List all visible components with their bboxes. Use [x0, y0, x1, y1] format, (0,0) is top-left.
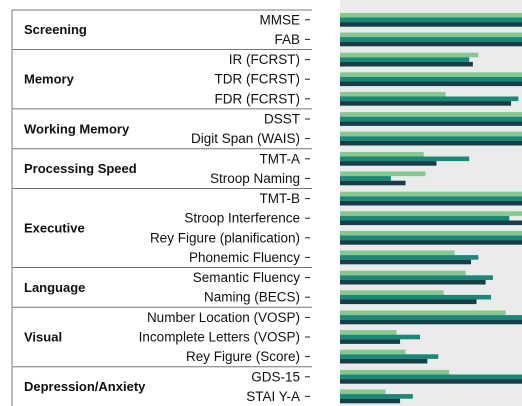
bar — [340, 349, 406, 355]
bar — [340, 140, 522, 146]
bar — [340, 339, 401, 344]
bar — [340, 171, 426, 177]
test-label: Rey Figure (planification) — [150, 230, 300, 245]
bar — [340, 121, 522, 126]
bar — [340, 41, 522, 47]
domain-label: Executive — [24, 221, 85, 236]
test-label: Stroop Naming — [210, 171, 300, 186]
bar — [340, 61, 473, 67]
bar — [340, 230, 522, 236]
bar — [340, 52, 479, 58]
bar — [340, 394, 413, 399]
bar — [340, 191, 522, 197]
bar — [340, 235, 522, 241]
bar — [340, 176, 391, 181]
bar — [340, 112, 522, 117]
bar — [340, 211, 522, 216]
bar — [340, 319, 522, 325]
test-label: Number Location (VOSP) — [147, 310, 300, 325]
bar — [340, 101, 512, 106]
bar — [340, 334, 421, 340]
test-label: Rey Figure (Score) — [186, 349, 300, 364]
test-label: Phonemic Fluency — [189, 250, 300, 265]
bar — [340, 215, 510, 221]
bar — [340, 72, 522, 77]
test-label: TMT-B — [260, 191, 301, 206]
test-label: TDR (FCRST) — [215, 72, 300, 87]
bar — [340, 315, 522, 320]
bar — [340, 369, 450, 375]
test-label: DSST — [264, 112, 300, 127]
test-label: MMSE — [260, 12, 301, 27]
test-label: Semantic Fluency — [193, 270, 301, 285]
test-label: Stroop Interference — [184, 211, 300, 226]
bar — [340, 279, 486, 285]
bar — [340, 180, 406, 186]
bar — [340, 310, 506, 316]
test-label: Incomplete Letters (VOSP) — [139, 330, 300, 345]
bar — [340, 330, 397, 335]
bar — [340, 17, 522, 23]
bar — [340, 32, 522, 38]
bar — [340, 131, 522, 137]
bar — [340, 389, 386, 395]
bar — [340, 196, 522, 201]
bar — [340, 354, 439, 359]
bar — [340, 12, 522, 18]
bar — [340, 151, 424, 157]
bar — [340, 37, 522, 42]
test-label: TMT-A — [260, 151, 301, 166]
test-label: FDR (FCRST) — [215, 91, 300, 106]
bar — [340, 220, 522, 226]
test-label: GDS-15 — [251, 369, 300, 384]
bar — [340, 255, 479, 260]
bar — [340, 200, 522, 206]
bar — [340, 116, 522, 122]
bar — [340, 294, 492, 300]
bar — [340, 398, 401, 404]
bar — [340, 240, 522, 245]
domain-label: Screening — [24, 22, 87, 37]
bar — [340, 250, 455, 256]
domain-label: Depression/Anxiety — [24, 379, 146, 394]
bar — [340, 161, 437, 166]
bar — [340, 91, 446, 97]
bar — [340, 259, 472, 265]
bar — [340, 379, 522, 384]
bar — [340, 156, 470, 162]
test-label: Naming (BECS) — [204, 290, 300, 305]
test-label: Digit Span (WAIS) — [191, 131, 300, 146]
bar — [340, 81, 522, 87]
bar — [340, 22, 522, 27]
domain-label: Processing Speed — [24, 161, 137, 176]
bar — [340, 57, 470, 62]
domain-label: Working Memory — [24, 121, 130, 136]
domain-label: Memory — [24, 72, 75, 87]
bar — [340, 76, 522, 82]
bar — [340, 358, 428, 364]
bar — [340, 374, 522, 380]
test-label: FAB — [274, 32, 300, 47]
domain-label: Visual — [24, 330, 62, 345]
bar — [340, 299, 477, 305]
bar — [340, 290, 444, 295]
domain-label: Language — [24, 280, 85, 295]
test-label: IR (FCRST) — [229, 52, 300, 67]
bar — [340, 275, 493, 280]
bar — [340, 96, 519, 102]
bar — [340, 136, 522, 141]
bar — [340, 270, 466, 276]
test-label: STAI Y-A — [246, 389, 300, 404]
